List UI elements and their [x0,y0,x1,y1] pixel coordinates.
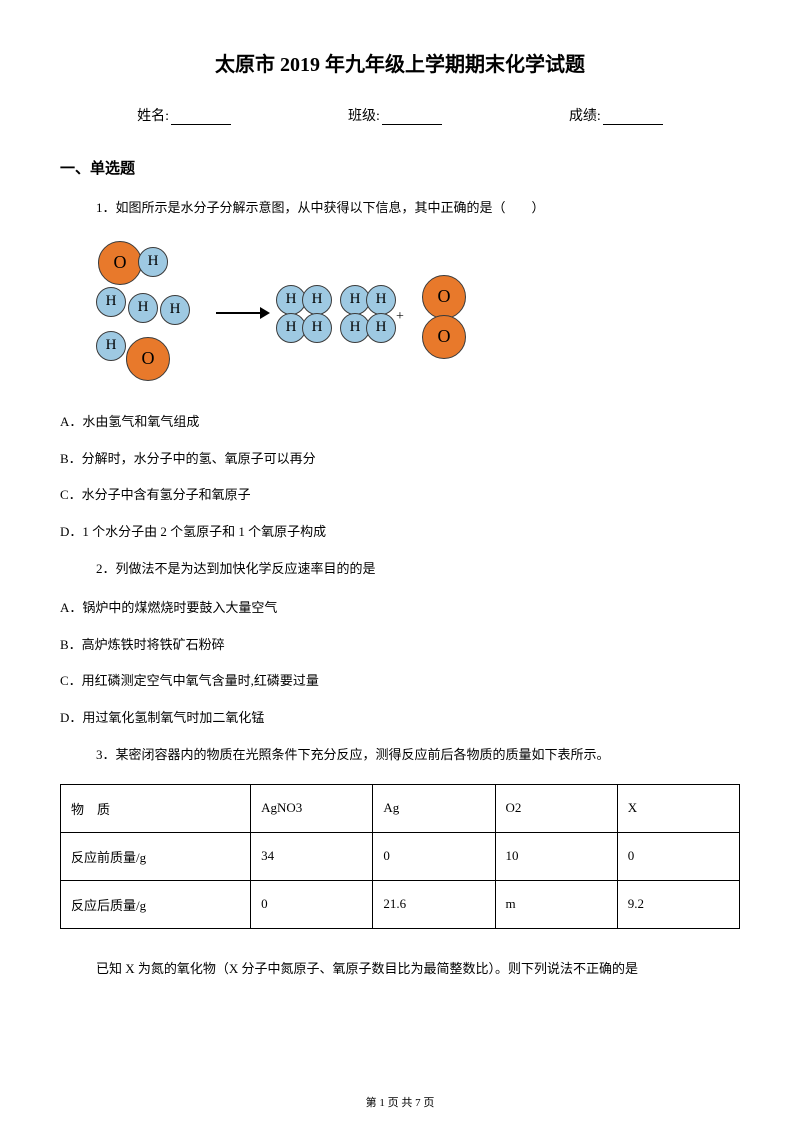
hydrogen-atom-icon: H [96,287,126,317]
oxygen-atom-icon: O [422,315,466,359]
table-cell: 反应前质量/g [61,832,251,880]
table-cell: 0 [373,832,495,880]
table-cell: X [617,784,739,832]
table-cell: 反应后质量/g [61,880,251,928]
name-blank [171,111,231,125]
table-cell: AgNO3 [251,784,373,832]
plus-icon: + [396,309,404,325]
mass-data-table: 物 质 AgNO3 Ag O2 X 反应前质量/g 34 0 10 0 反应后质… [60,784,740,929]
question-2-text: 2．列做法不是为达到加快化学反应速率目的的是 [96,559,740,580]
score-label: 成绩: [569,105,601,125]
table-cell: 21.6 [373,880,495,928]
table-row: 物 质 AgNO3 Ag O2 X [61,784,740,832]
hydrogen-atom-icon: H [366,313,396,343]
arrow-icon [216,305,270,321]
table-cell: Ag [373,784,495,832]
section-heading: 一、单选题 [60,157,740,178]
oxygen-atom-icon: O [422,275,466,319]
table-row: 反应后质量/g 0 21.6 m 9.2 [61,880,740,928]
q2-option-a: A．锅炉中的煤燃烧时要鼓入大量空气 [60,598,740,619]
oxygen-atom-icon: O [98,241,142,285]
page-title: 太原市 2019 年九年级上学期期末化学试题 [60,48,740,77]
q1-option-d: D．1 个水分子由 2 个氢原子和 1 个氧原子构成 [60,522,740,543]
table-cell: m [495,880,617,928]
class-label: 班级: [348,105,380,125]
hydrogen-atom-icon: H [366,285,396,315]
hydrogen-atom-icon: H [302,313,332,343]
hydrogen-atom-icon: H [302,285,332,315]
hydrogen-atom-icon: H [128,293,158,323]
table-cell: 9.2 [617,880,739,928]
table-row: 反应前质量/g 34 0 10 0 [61,832,740,880]
table-cell: 0 [251,880,373,928]
q1-option-c: C．水分子中含有氢分子和氧原子 [60,485,740,506]
q1-option-b: B．分解时，水分子中的氢、氧原子可以再分 [60,449,740,470]
page-footer: 第 1 页 共 7 页 [0,1094,800,1110]
name-label: 姓名: [137,105,169,125]
question-3-conclusion: 已知 X 为氮的氧化物（X 分子中氮原子、氧原子数目比为最简整数比）。则下列说法… [96,959,740,980]
question-1-text: 1．如图所示是水分子分解示意图，从中获得以下信息，其中正确的是（ ） [96,198,740,219]
oxygen-atom-icon: O [126,337,170,381]
table-cell: 10 [495,832,617,880]
hydrogen-atom-icon: H [160,295,190,325]
question-3-text: 3．某密闭容器内的物质在光照条件下充分反应，测得反应前后各物质的质量如下表所示。 [96,745,740,766]
q2-option-c: C．用红磷测定空气中氧气含量时,红磷要过量 [60,671,740,692]
hydrogen-atom-icon: H [138,247,168,277]
q2-option-b: B．高炉炼铁时将铁矿石粉碎 [60,635,740,656]
score-blank [603,111,663,125]
table-cell: 物 质 [61,784,251,832]
table-cell: O2 [495,784,617,832]
hydrogen-atom-icon: H [96,331,126,361]
q1-option-a: A．水由氢气和氧气组成 [60,412,740,433]
molecule-diagram: O H H H H H O H H H H H H H H + O O [78,237,740,392]
table-cell: 0 [617,832,739,880]
student-info-line: 姓名: 班级: 成绩: [60,105,740,125]
q2-option-d: D．用过氧化氢制氧气时加二氧化锰 [60,708,740,729]
class-blank [382,111,442,125]
table-cell: 34 [251,832,373,880]
